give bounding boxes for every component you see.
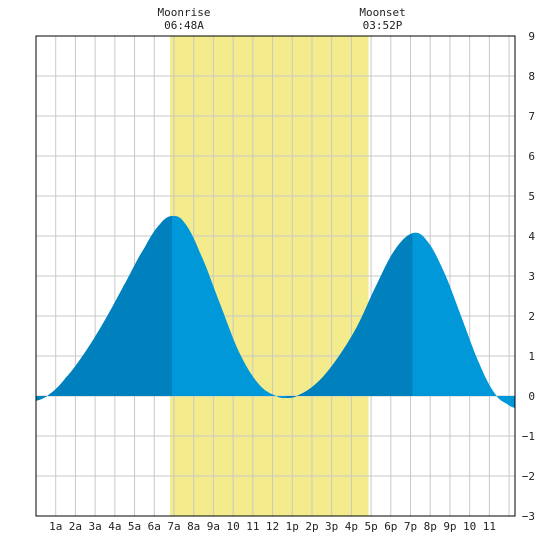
- y-tick-label: 6: [528, 150, 535, 163]
- moon-event-time: 03:52P: [363, 19, 403, 32]
- y-tick-label: 3: [528, 270, 535, 283]
- y-tick-label: 0: [528, 390, 535, 403]
- tide-area-dark: [36, 216, 173, 401]
- tide-area-dark: [286, 233, 413, 398]
- x-tick-label: 2p: [305, 520, 318, 533]
- tide-area-layer: [36, 215, 515, 408]
- moon-event-label: Moonset: [359, 6, 405, 19]
- x-tick-label: 9p: [443, 520, 456, 533]
- y-tick-label: 8: [528, 70, 535, 83]
- x-tick-label: 12: [266, 520, 279, 533]
- x-tick-label: 3a: [89, 520, 102, 533]
- x-tick-label: 1p: [286, 520, 299, 533]
- x-tick-label: 8a: [187, 520, 200, 533]
- y-tick-label: 5: [528, 190, 535, 203]
- x-tick-label: 5p: [364, 520, 377, 533]
- x-tick-label: 10: [226, 520, 239, 533]
- x-tick-label: 9a: [207, 520, 220, 533]
- x-tick-label: 7p: [404, 520, 417, 533]
- y-tick-label: 4: [528, 230, 535, 243]
- plot-border: [35, 35, 516, 517]
- x-tick-label: 11: [246, 520, 259, 533]
- y-tick-label: 9: [528, 30, 535, 43]
- y-tick-label: −1: [522, 430, 535, 443]
- x-tick-label: 6p: [384, 520, 397, 533]
- x-tick-label: 5a: [128, 520, 141, 533]
- x-tick-label: 10: [463, 520, 476, 533]
- x-tick-label: 3p: [325, 520, 338, 533]
- x-tick-label: 7a: [167, 520, 180, 533]
- y-tick-label: −2: [522, 470, 535, 483]
- x-tick-label: 2a: [69, 520, 82, 533]
- x-tick-label: 1a: [49, 520, 62, 533]
- x-tick-label: 6a: [148, 520, 161, 533]
- moon-event-label: Moonrise: [158, 6, 211, 19]
- y-tick-label: 1: [528, 350, 535, 363]
- axis-layer: [35, 35, 516, 517]
- grid-layer: [36, 35, 515, 517]
- y-tick-label: 2: [528, 310, 535, 323]
- label-layer: 1a 2a 3a 4a 5a 6a 7a 8a 9a 10 11 12 1p 2p 3p 4p 5p 6p 7p 8p…: [49, 6, 535, 533]
- x-tick-label: 4a: [108, 520, 121, 533]
- moon-event-time: 06:48A: [164, 19, 204, 32]
- y-tick-label: −3: [522, 510, 535, 523]
- y-tick-label: 7: [528, 110, 535, 123]
- x-tick-label: 11: [483, 520, 496, 533]
- x-tick-label: 4p: [345, 520, 358, 533]
- x-tick-label: 8p: [424, 520, 437, 533]
